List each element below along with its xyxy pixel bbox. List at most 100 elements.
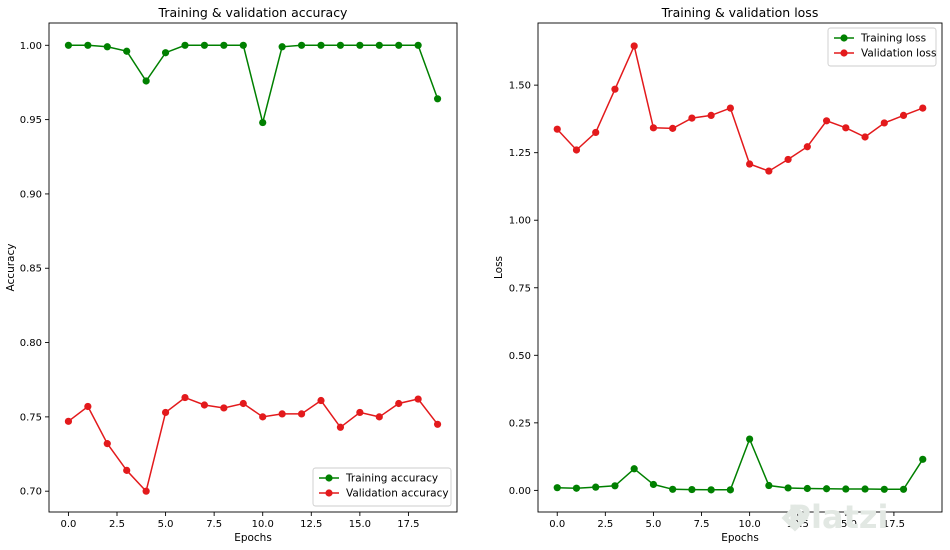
validation-loss-point — [707, 111, 715, 119]
validation-accuracy-point — [103, 440, 111, 448]
accuracy-y-tick-label: 0.70 — [20, 487, 42, 498]
accuracy-legend: Training accuracy Validation accuracy — [312, 467, 452, 507]
accuracy-y-tick-label: 0.80 — [20, 338, 42, 349]
training-loss-point — [746, 435, 754, 443]
validation-accuracy-point — [356, 408, 364, 417]
validation-accuracy-point — [142, 487, 150, 495]
validation-loss-point — [572, 146, 581, 154]
accuracy-x-tick-label: 10.0 — [252, 519, 274, 530]
training-accuracy-point — [220, 41, 228, 49]
loss-x-tick-label: 0.0 — [549, 519, 565, 530]
validation-loss-point — [899, 111, 908, 119]
training-accuracy-point — [375, 41, 383, 49]
training-accuracy-point — [433, 95, 442, 103]
training-loss-point — [822, 485, 831, 493]
training-accuracy-legend-marker — [325, 474, 333, 482]
accuracy-y-tick-label: 0.75 — [20, 412, 42, 423]
validation-loss-point — [630, 42, 638, 50]
accuracy-x-tick-label: 17.5 — [397, 519, 419, 530]
training-accuracy-point — [278, 43, 286, 51]
training-loss-point — [688, 485, 696, 494]
validation-loss-legend-marker — [840, 49, 848, 57]
loss-y-tick-label: 1.25 — [509, 148, 531, 159]
training-loss-line — [557, 437, 924, 491]
loss-chart-panel: Training & validation loss 0.0 2.5 5.0 7.5 10… — [493, 5, 943, 544]
training-loss-point — [572, 484, 581, 492]
validation-loss-point — [726, 104, 734, 112]
training-accuracy-point — [161, 49, 170, 57]
loss-y-tick-label: 0.25 — [509, 418, 531, 429]
validation-loss-point — [765, 167, 773, 175]
training-accuracy-point — [336, 41, 345, 49]
validation-loss-point — [649, 124, 658, 132]
training-loss-point — [592, 483, 600, 491]
validation-loss-point — [553, 125, 561, 133]
training-accuracy-point — [395, 41, 403, 49]
loss-legend-box — [827, 27, 937, 67]
validation-accuracy-point — [161, 408, 170, 417]
training-accuracy-point — [123, 47, 131, 55]
training-loss-point — [784, 484, 792, 492]
accuracy-x-tick-label: 7.5 — [206, 519, 222, 530]
validation-accuracy-point — [317, 396, 325, 405]
accuracy-x-tick-label: 12.5 — [300, 519, 322, 530]
training-loss-point — [726, 486, 734, 494]
validation-loss-point — [822, 117, 831, 125]
loss-legend: Training loss Validation loss — [827, 27, 937, 67]
training-loss-point — [669, 485, 677, 493]
validation-accuracy-point — [375, 413, 383, 421]
loss-y-tick-label: 0.00 — [509, 486, 531, 497]
validation-loss-point — [880, 119, 888, 127]
validation-loss-point — [919, 104, 927, 112]
training-accuracy-legend-label: Training accuracy — [345, 473, 438, 485]
loss-x-axis-label: Epochs — [721, 532, 759, 544]
validation-accuracy-legend-marker — [325, 489, 333, 497]
training-accuracy-point — [142, 77, 150, 85]
training-accuracy-point — [200, 41, 209, 49]
accuracy-y-axis-label: Accuracy — [5, 244, 17, 292]
validation-accuracy-point — [220, 404, 228, 412]
training-accuracy-point — [259, 118, 267, 127]
validation-accuracy-point — [297, 410, 306, 418]
validation-loss-point — [861, 133, 869, 141]
loss-chart-title: Training & validation loss — [661, 5, 819, 20]
training-loss-legend-marker — [840, 34, 848, 42]
training-loss-point — [899, 485, 908, 493]
training-accuracy-point — [84, 41, 92, 49]
validation-loss-point — [842, 124, 850, 132]
validation-accuracy-point — [336, 423, 345, 431]
loss-x-tick-label: 2.5 — [597, 519, 613, 530]
training-loss-point — [611, 482, 619, 490]
training-loss-point — [842, 485, 850, 493]
loss-x-tick-label: 15.0 — [835, 519, 857, 530]
validation-accuracy-point — [259, 413, 267, 421]
accuracy-x-tick-label: 15.0 — [349, 519, 371, 530]
accuracy-x-tick-label: 0.0 — [60, 519, 76, 530]
training-loss-point — [803, 484, 811, 493]
validation-accuracy-point — [200, 401, 209, 409]
platzi-logo-icon — [781, 504, 809, 532]
validation-loss-point — [746, 160, 754, 168]
training-accuracy-point — [356, 41, 364, 49]
loss-y-axis-label: Loss — [493, 256, 505, 279]
validation-accuracy-point — [123, 466, 131, 474]
validation-loss-series — [553, 42, 927, 175]
validation-loss-point — [688, 114, 696, 122]
loss-x-tick-label: 5.0 — [645, 519, 661, 530]
loss-x-tick-label: 7.5 — [694, 519, 710, 530]
validation-accuracy-point — [239, 399, 247, 408]
accuracy-y-tick-label: 0.85 — [20, 264, 42, 275]
training-accuracy-point — [297, 41, 306, 49]
validation-accuracy-point — [64, 417, 73, 425]
validation-loss-point — [611, 85, 619, 93]
accuracy-x-tick-label: 2.5 — [109, 519, 125, 530]
accuracy-chart-panel: Training & validation accuracy 0.0 2.5 5.0 7… — [5, 5, 458, 544]
validation-accuracy-series — [64, 393, 442, 495]
validation-loss-point — [784, 155, 792, 164]
loss-y-tick-label: 1.50 — [509, 81, 531, 92]
training-loss-point — [919, 455, 927, 463]
training-accuracy-series — [64, 41, 442, 127]
accuracy-x-axis-label: Epochs — [234, 532, 272, 544]
training-loss-point — [649, 480, 658, 489]
